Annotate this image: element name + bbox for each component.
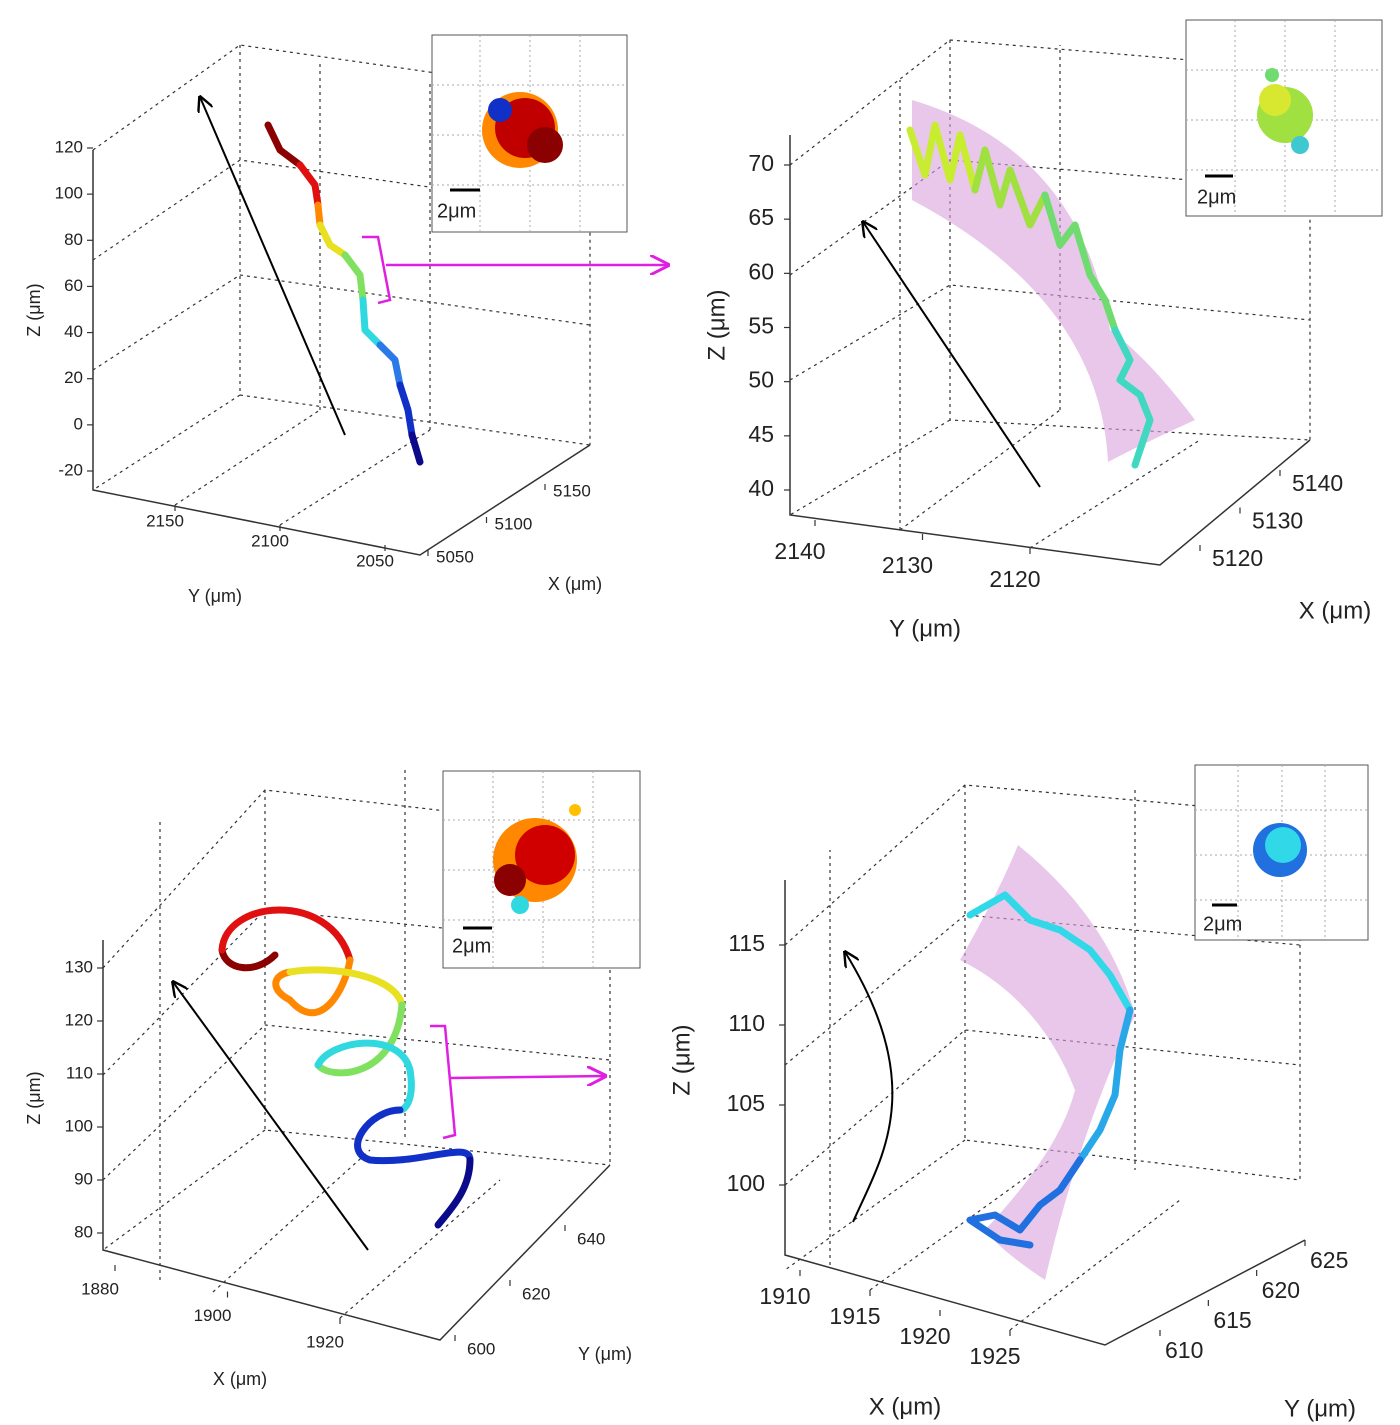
y-tick-label: 2100 — [251, 531, 289, 550]
panel-3-trajectory — [218, 906, 474, 1229]
z-axis-label: Z (μm) — [668, 1024, 695, 1095]
z-tick-label: 0 — [74, 414, 83, 433]
x-axis-label: X (μm) — [869, 1393, 941, 1420]
z-tick-label: 40 — [748, 475, 774, 501]
y-tick-label: 2150 — [146, 511, 184, 530]
panel-4-grid — [784, 784, 1306, 1346]
x-tick-label: 1920 — [899, 1323, 950, 1349]
z-tick-label: 50 — [748, 367, 774, 393]
x-tick-label: 5150 — [553, 481, 591, 500]
z-tick-label: 80 — [64, 230, 83, 249]
y-axis-label: Y (μm) — [1284, 1395, 1356, 1422]
x-axis-label: X (μm) — [213, 1369, 267, 1389]
zoom-bracket — [430, 1024, 605, 1140]
z-tick-label: 45 — [748, 421, 774, 447]
inset-2 — [1185, 19, 1383, 217]
y-tick-label: 625 — [1310, 1247, 1348, 1273]
x-tick-label: 5140 — [1292, 470, 1343, 496]
y-tick-label: 640 — [577, 1229, 605, 1248]
panel-4-trajectory — [966, 891, 1134, 1249]
z-tick-label: 90 — [74, 1169, 93, 1188]
z-axis-label: Z (μm) — [24, 283, 44, 336]
z-tick-label: 115 — [728, 930, 765, 956]
z-tick-label: 100 — [727, 1170, 765, 1196]
z-tick-label: 120 — [55, 137, 83, 156]
x-axis-label: X (μm) — [1299, 597, 1371, 624]
inset-4 — [1194, 764, 1369, 941]
x-axis-label: X (μm) — [548, 574, 602, 594]
y-tick-label: 2140 — [774, 538, 825, 564]
zoom-bracket — [362, 235, 668, 305]
z-tick-label: 130 — [65, 957, 93, 976]
z-axis-label: Z (μm) — [703, 289, 730, 360]
x-tick-label: 5050 — [436, 547, 474, 566]
y-tick-label: 610 — [1165, 1337, 1203, 1363]
x-tick-label: 5120 — [1212, 545, 1263, 571]
direction-arrow — [845, 952, 894, 1223]
y-axis-label: Y (μm) — [188, 586, 242, 606]
y-tick-label: 620 — [522, 1284, 550, 1303]
x-tick-label: 1915 — [829, 1303, 880, 1329]
z-tick-label: 100 — [65, 1116, 93, 1135]
y-tick-label: 2050 — [356, 551, 394, 570]
x-tick-label: 5130 — [1252, 508, 1303, 534]
x-tick-label: 1880 — [81, 1279, 119, 1298]
direction-arrow — [200, 97, 346, 436]
x-tick-label: 5100 — [495, 514, 533, 533]
panel-1-grid — [92, 44, 591, 556]
y-axis-label: Y (μm) — [889, 615, 961, 642]
z-tick-label: 105 — [727, 1090, 765, 1116]
z-axis-label: Z (μm) — [24, 1071, 44, 1124]
z-tick-label: 20 — [64, 368, 83, 387]
z-tick-label: 65 — [748, 204, 774, 230]
inset-3 — [442, 770, 641, 969]
z-tick-label: 120 — [65, 1010, 93, 1029]
scale-bar-label: 2μm — [452, 935, 491, 957]
z-tick-label: 60 — [64, 276, 83, 295]
panel-1-trajectory — [264, 121, 424, 466]
x-tick-label: 1920 — [306, 1332, 344, 1351]
scale-bar-label: 2μm — [1197, 186, 1236, 208]
y-tick-label: 615 — [1213, 1307, 1251, 1333]
scale-bar-label: 2μm — [1203, 913, 1242, 935]
direction-arrow — [173, 982, 369, 1251]
z-tick-label: -20 — [58, 460, 83, 479]
z-tick-label: 55 — [748, 313, 774, 339]
z-tick-label: 60 — [748, 258, 774, 284]
x-tick-label: 1910 — [759, 1283, 810, 1309]
y-tick-label: 2120 — [989, 566, 1040, 592]
z-tick-label: 70 — [748, 150, 774, 176]
y-tick-label: 620 — [1262, 1277, 1300, 1303]
inset-1 — [431, 34, 628, 233]
z-tick-label: 100 — [55, 184, 83, 203]
y-tick-label: 2130 — [882, 552, 933, 578]
direction-arrow — [863, 222, 1041, 488]
y-tick-label: 600 — [467, 1339, 495, 1358]
x-tick-label: 1925 — [969, 1343, 1020, 1369]
scale-bar-label: 2μm — [437, 200, 476, 222]
x-tick-label: 1900 — [194, 1306, 232, 1325]
z-tick-label: 110 — [66, 1063, 93, 1082]
y-axis-label: Y (μm) — [578, 1344, 632, 1364]
z-tick-label: 110 — [728, 1010, 765, 1036]
z-tick-label: 40 — [64, 322, 83, 341]
panel-2-trajectory — [906, 121, 1154, 469]
z-tick-label: 80 — [74, 1222, 93, 1241]
